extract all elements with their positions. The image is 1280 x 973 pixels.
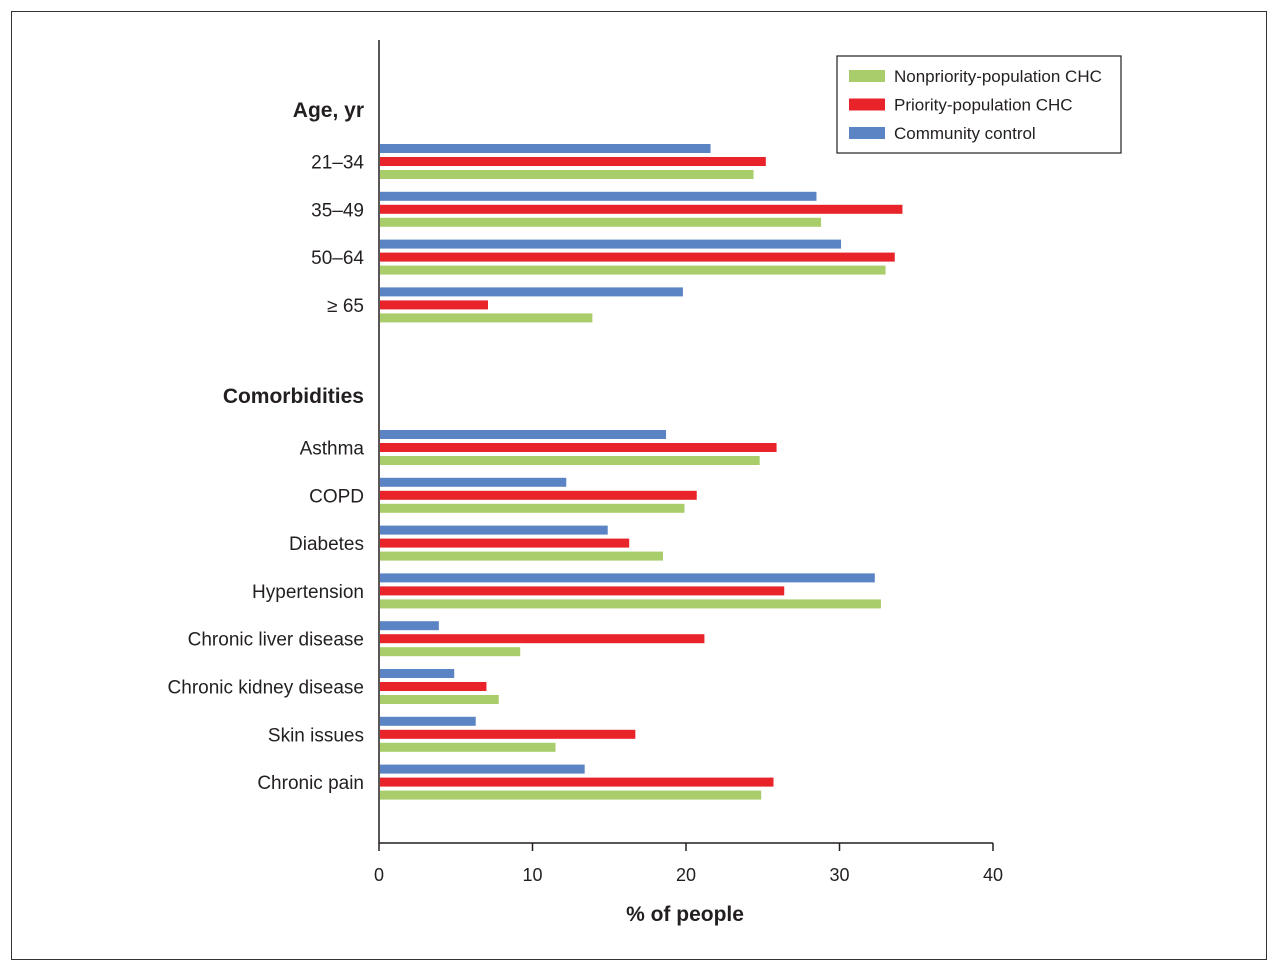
category-label: Chronic pain xyxy=(257,773,364,794)
category-label: 35–49 xyxy=(311,200,364,221)
bar-nonpriority-population-chc-hypertension xyxy=(380,599,881,609)
bar-community-control--65 xyxy=(380,287,683,297)
group-title: Age, yr xyxy=(293,99,364,122)
x-axis-title: % of people xyxy=(626,903,744,926)
x-tick-label: 30 xyxy=(829,865,849,885)
bar-nonpriority-population-chc-skin-issues xyxy=(380,742,556,752)
bar-community-control-50-64 xyxy=(380,239,842,249)
bar-nonpriority-population-chc-copd xyxy=(380,503,685,513)
legend-swatch xyxy=(849,127,885,139)
category-label: Hypertension xyxy=(252,582,364,603)
bar-nonpriority-population-chc-diabetes xyxy=(380,551,663,561)
bar-nonpriority-population-chc--65 xyxy=(380,313,593,323)
bar-community-control-copd xyxy=(380,477,567,487)
legend-label: Priority-population CHC xyxy=(894,96,1073,115)
bar-nonpriority-population-chc-chronic-kidney-disease xyxy=(380,695,499,704)
x-tick-label: 40 xyxy=(983,865,1003,885)
bar-community-control-hypertension xyxy=(380,573,875,583)
bar-community-control-diabetes xyxy=(380,525,608,535)
bar-community-control-skin-issues xyxy=(380,716,476,726)
legend-swatch xyxy=(849,98,885,111)
bar-nonpriority-population-chc-21-34 xyxy=(380,170,754,179)
legend-swatch xyxy=(849,70,885,82)
bar-priority-population-chc-21-34 xyxy=(380,157,766,166)
bar-nonpriority-population-chc-chronic-pain xyxy=(380,790,762,800)
category-label: ≥ 65 xyxy=(327,296,364,317)
bar-priority-population-chc-hypertension xyxy=(380,586,785,596)
bar-community-control-chronic-pain xyxy=(380,764,585,774)
category-label: Asthma xyxy=(300,439,365,460)
bar-nonpriority-population-chc-asthma xyxy=(380,456,760,465)
bar-nonpriority-population-chc-chronic-liver-disease xyxy=(380,647,521,657)
category-label: 50–64 xyxy=(311,248,364,269)
bar-priority-population-chc-35-49 xyxy=(380,204,903,214)
bar-priority-population-chc-50-64 xyxy=(380,252,895,262)
bar-community-control-chronic-kidney-disease xyxy=(380,669,455,678)
x-tick-label: 20 xyxy=(676,865,696,885)
bar-community-control-35-49 xyxy=(380,191,817,201)
x-tick-label: 0 xyxy=(374,865,384,885)
legend-label: Nonpriority-population CHC xyxy=(894,67,1102,86)
bar-priority-population-chc-chronic-pain xyxy=(380,777,774,787)
bar-nonpriority-population-chc-50-64 xyxy=(380,265,886,275)
bar-community-control-21-34 xyxy=(380,144,711,153)
bar-priority-population-chc-chronic-liver-disease xyxy=(380,634,705,644)
category-label: COPD xyxy=(309,486,364,507)
legend-label: Community control xyxy=(894,124,1036,143)
category-label: Chronic kidney disease xyxy=(168,678,364,699)
category-label: Diabetes xyxy=(289,534,364,555)
figure-frame xyxy=(11,11,1267,960)
category-label: 21–34 xyxy=(311,153,364,174)
bar-priority-population-chc-skin-issues xyxy=(380,729,636,739)
bar-priority-population-chc-diabetes xyxy=(380,538,630,548)
bar-community-control-asthma xyxy=(380,430,667,439)
bar-priority-population-chc--65 xyxy=(380,300,488,310)
x-tick-label: 10 xyxy=(522,865,542,885)
bar-nonpriority-population-chc-35-49 xyxy=(380,217,822,227)
category-label: Chronic liver disease xyxy=(188,630,364,651)
category-label: Skin issues xyxy=(268,725,364,746)
bar-priority-population-chc-copd xyxy=(380,490,697,500)
bar-priority-population-chc-chronic-kidney-disease xyxy=(380,682,487,691)
bar-community-control-chronic-liver-disease xyxy=(380,621,439,631)
bar-priority-population-chc-asthma xyxy=(380,443,777,452)
group-title: Comorbidities xyxy=(223,385,364,408)
